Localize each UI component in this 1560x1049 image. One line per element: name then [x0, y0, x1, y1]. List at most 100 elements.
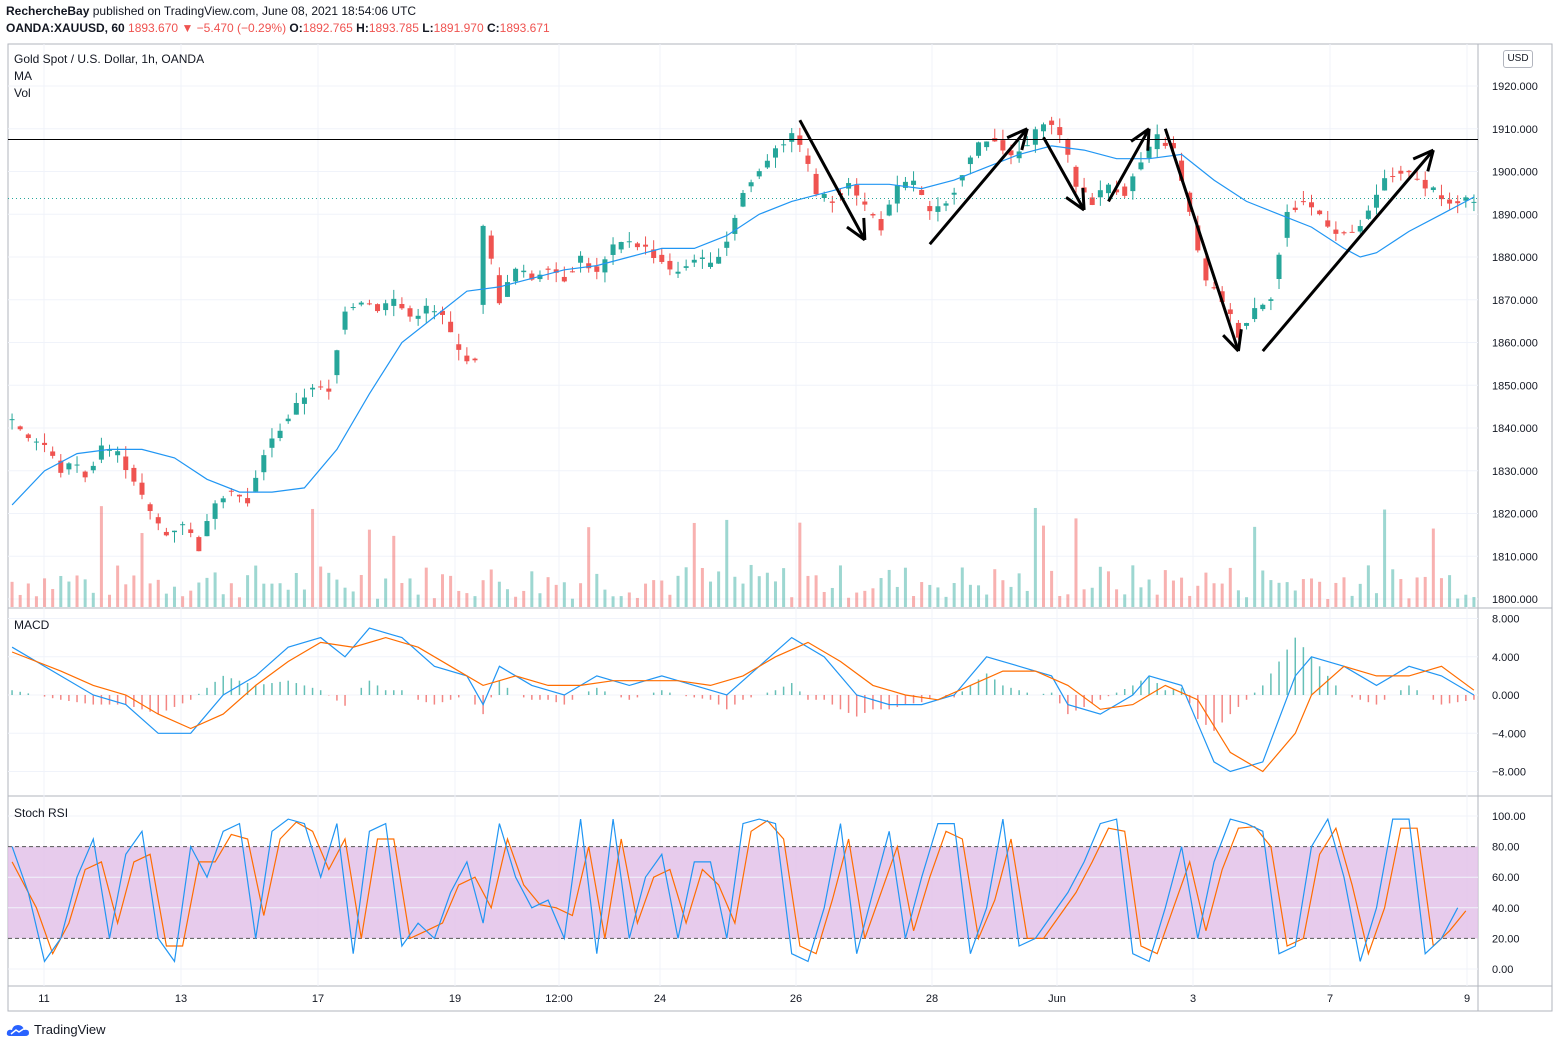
candle-body	[1179, 160, 1185, 181]
candle-body	[391, 298, 397, 306]
candle-body	[277, 430, 283, 439]
price-tick-label: 1860.000	[1492, 338, 1538, 350]
volume-bar	[977, 585, 981, 607]
symbol-label: OANDA:XAUUSD, 60	[6, 21, 125, 35]
high-label: H:	[356, 21, 369, 35]
ohlc-header: OANDA:XAUUSD, 60 1893.670 ▼ −5.470 (−0.2…	[6, 21, 550, 35]
volume-bar	[424, 567, 428, 607]
candle-body	[959, 175, 965, 181]
volume-bar	[928, 584, 932, 607]
volume-bar	[189, 590, 193, 607]
chart-title: Gold Spot / U.S. Dollar, 1h, OANDA	[14, 52, 205, 66]
candle-body	[1365, 210, 1371, 219]
candle-body	[1000, 140, 1006, 151]
candle-body	[1244, 323, 1250, 326]
candle-body	[862, 201, 868, 205]
candle-body	[1471, 201, 1477, 203]
candle-body	[805, 155, 811, 164]
volume-bar	[489, 569, 493, 607]
macd-tick-label: −4.000	[1492, 728, 1526, 740]
volume-bar	[993, 569, 997, 607]
volume-bar	[863, 590, 867, 607]
candle-body	[1430, 187, 1436, 191]
candle-body	[626, 241, 632, 243]
volume-bar	[181, 596, 185, 607]
volume-bar	[1245, 597, 1249, 607]
volume-bar	[1326, 598, 1330, 607]
tradingview-logo[interactable]: TradingView	[6, 1022, 106, 1037]
volume-bar	[887, 569, 891, 607]
price-tick-label: 1800.000	[1492, 594, 1538, 606]
candle-body	[529, 273, 535, 280]
candle-body	[285, 418, 291, 422]
candle-body	[293, 403, 299, 415]
volume-bar	[570, 598, 574, 607]
candle-body	[537, 274, 543, 280]
volume-bar	[351, 591, 355, 607]
stoch-tick-label: 100.00	[1492, 811, 1526, 823]
candle-body	[789, 133, 795, 142]
candle-body	[1170, 143, 1176, 149]
volume-bar	[1374, 593, 1378, 607]
volume-bar	[67, 581, 71, 607]
volume-bar	[1301, 579, 1305, 607]
volume-bar	[684, 567, 688, 607]
volume-bar	[554, 584, 558, 607]
arrow-head	[1065, 196, 1085, 212]
candle-body	[756, 171, 762, 177]
candle-body	[699, 257, 705, 259]
volume-bar	[895, 586, 899, 607]
volume-bar	[392, 535, 396, 607]
volume-bar	[1431, 528, 1435, 607]
price-tick-label: 1890.000	[1492, 209, 1538, 221]
candle-body	[131, 467, 137, 482]
trend-arrow	[1261, 149, 1435, 353]
volume-bar	[1269, 580, 1273, 607]
candle-body	[358, 302, 364, 305]
volume-bar	[335, 579, 339, 607]
macd-legend[interactable]: MACD	[14, 618, 50, 632]
volume-bar	[18, 594, 22, 607]
volume-bar	[1261, 570, 1265, 607]
candle-body	[1341, 232, 1347, 234]
stoch-legend[interactable]: Stoch RSI	[14, 806, 69, 820]
publish-text: published on TradingView.com, June 08, 2…	[92, 4, 417, 18]
macd-line	[11, 627, 1475, 773]
volume-bar	[1041, 525, 1045, 607]
candle-body	[846, 183, 852, 189]
volume-bar	[1058, 595, 1062, 607]
close-value: 1893.671	[499, 21, 550, 35]
volume-bar	[1285, 582, 1289, 607]
volume-bar	[254, 565, 258, 607]
volume-bar	[140, 533, 144, 607]
candle-body	[1138, 162, 1144, 170]
candle-body	[1235, 322, 1241, 338]
trend-arrow	[798, 119, 867, 241]
volume-bar	[270, 583, 274, 607]
candle-body	[1333, 229, 1339, 234]
candle-body	[42, 442, 48, 445]
currency-button[interactable]: USD	[1503, 50, 1533, 68]
volume-bar	[1383, 509, 1387, 607]
candle-body	[976, 142, 982, 156]
ma-legend[interactable]: MA	[14, 69, 32, 83]
candle-body	[123, 456, 129, 471]
vol-legend[interactable]: Vol	[14, 86, 31, 100]
stoch-k-line	[11, 817, 1459, 963]
candle-body	[675, 271, 681, 274]
volume-bar	[262, 583, 266, 607]
candle-body	[569, 271, 575, 273]
author-name[interactable]: RechercheBay	[6, 4, 90, 18]
volume-bar	[473, 596, 477, 607]
volume-bar	[782, 568, 786, 607]
candle-body	[504, 282, 510, 297]
candle-body	[594, 266, 600, 272]
volume-bar	[384, 578, 388, 607]
volume-bar	[221, 594, 225, 607]
candle-body	[399, 303, 405, 309]
x-tick-label: 13	[175, 993, 187, 1005]
candle-body	[220, 498, 226, 503]
candle-body	[1325, 220, 1331, 227]
candle-body	[50, 451, 56, 456]
